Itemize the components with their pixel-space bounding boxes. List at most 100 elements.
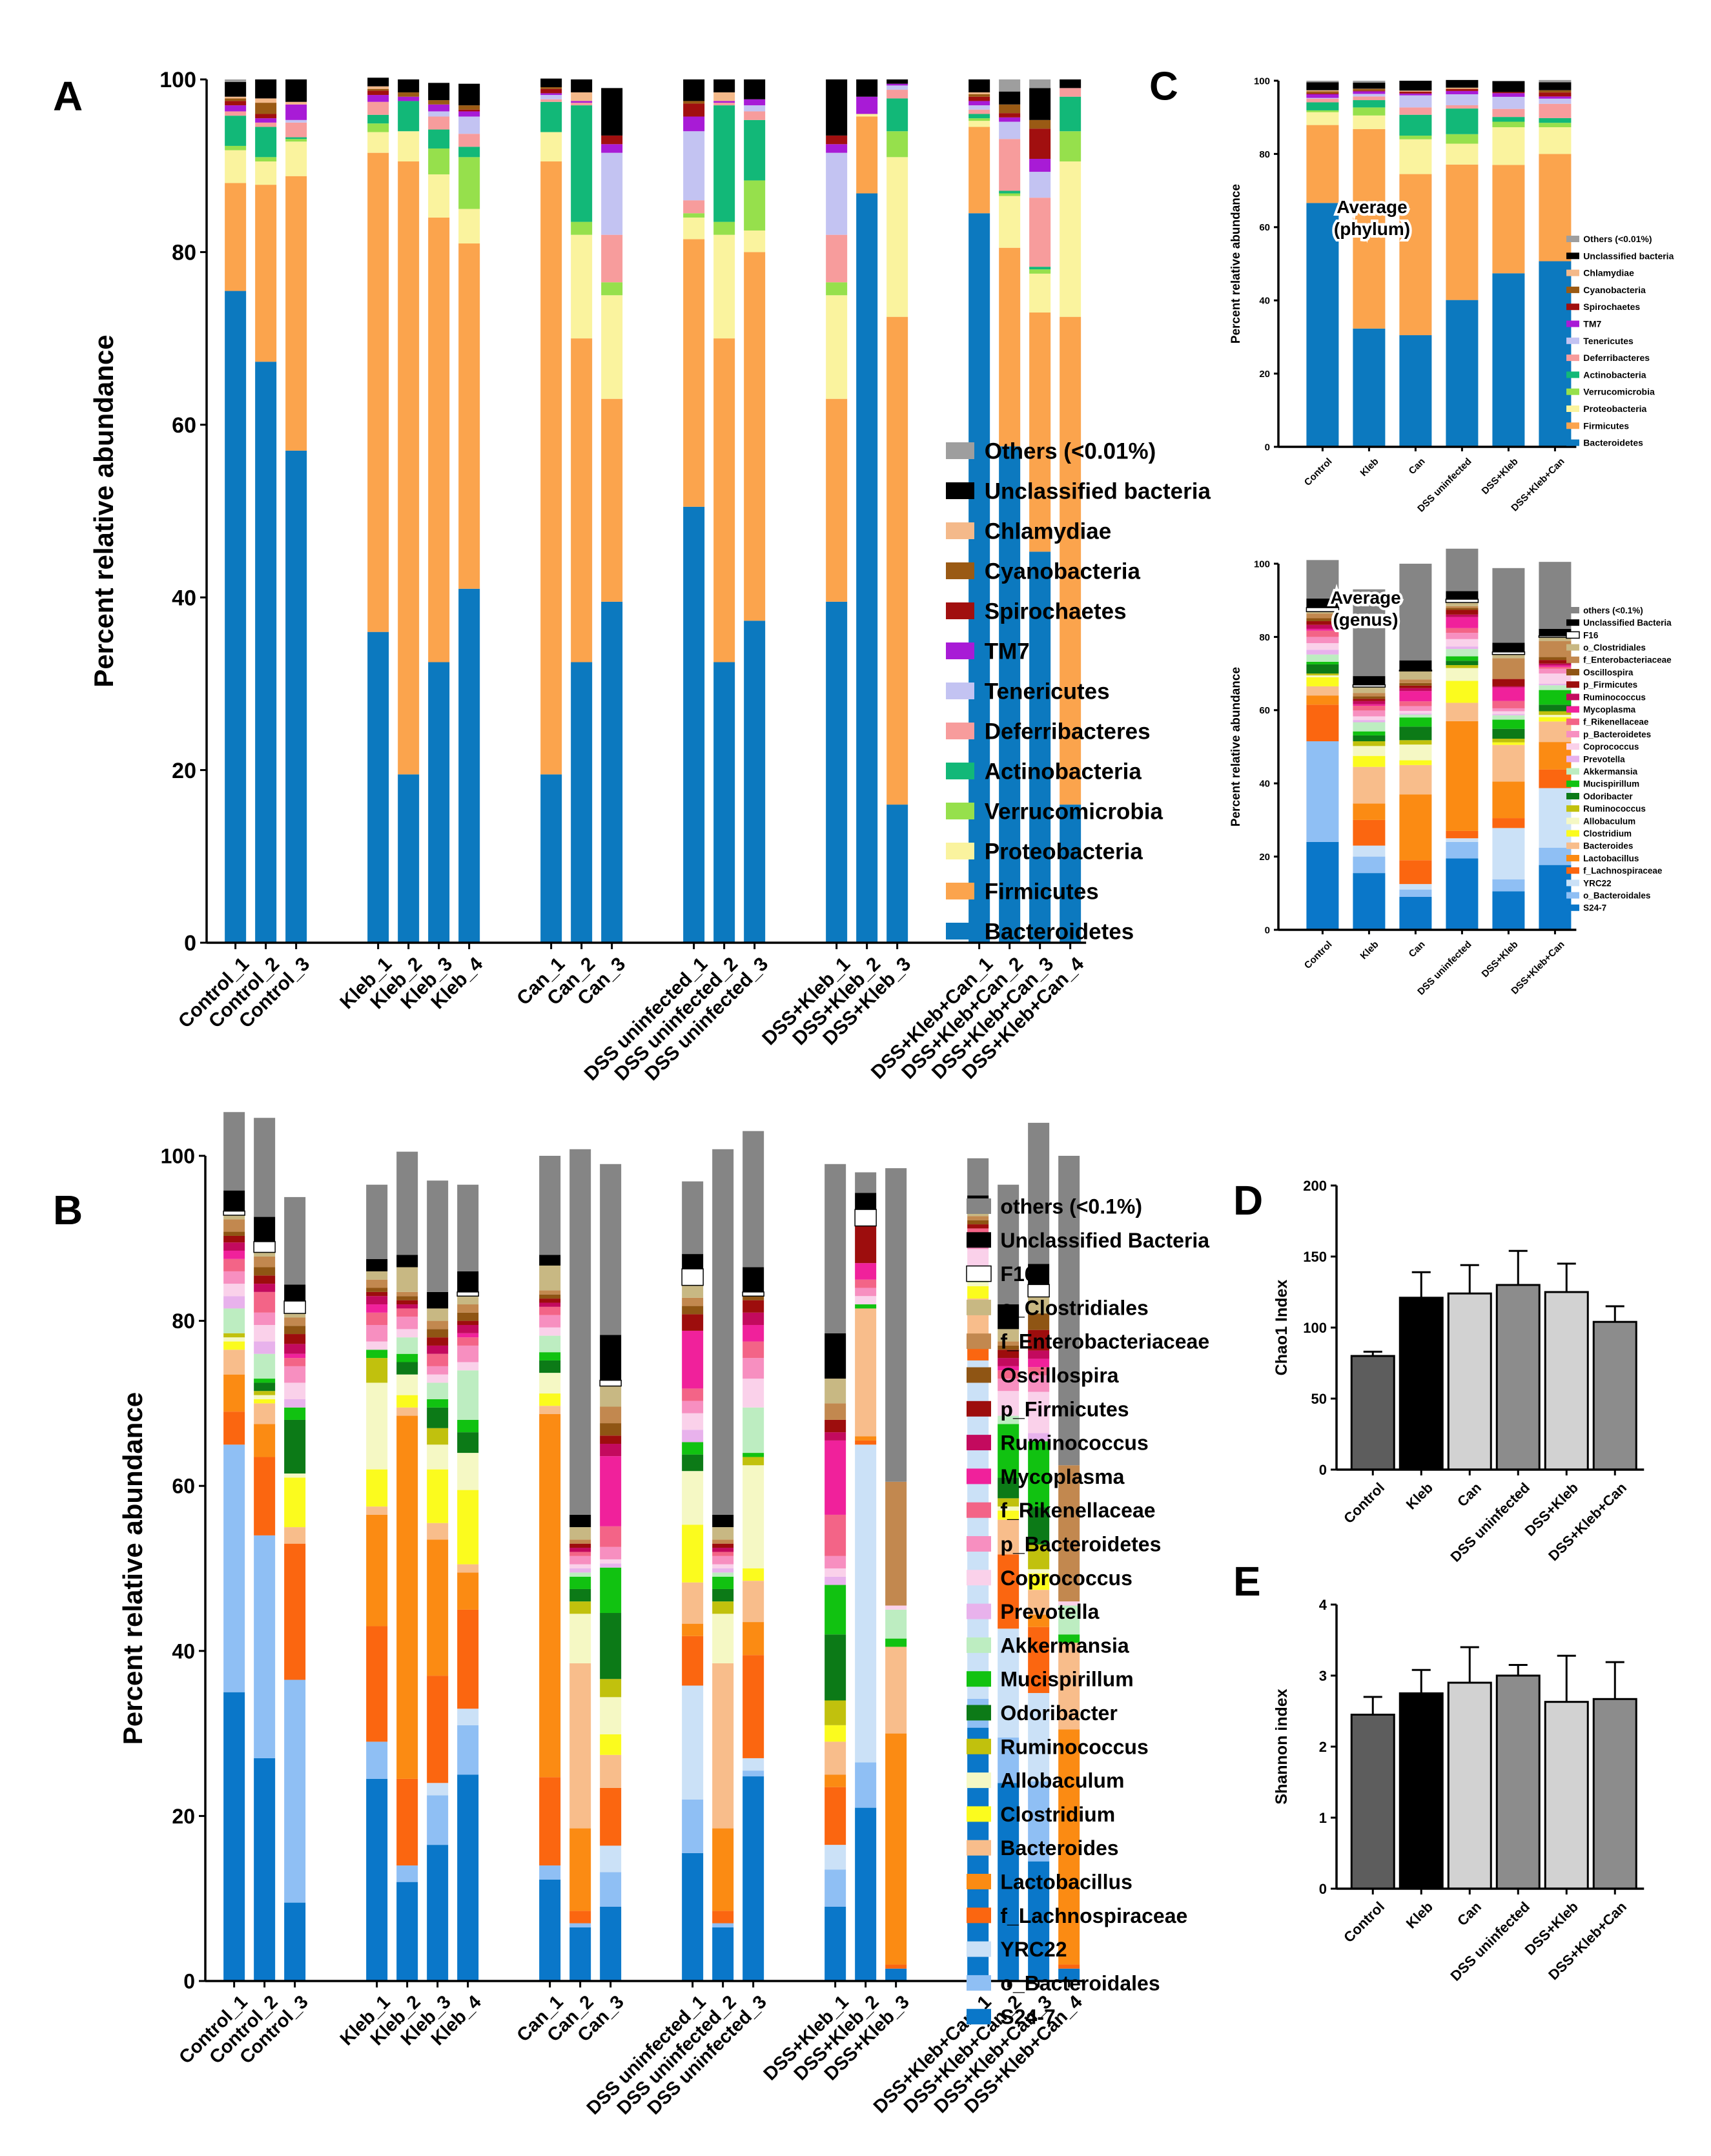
bar-segment-tenericutes: [1306, 98, 1339, 99]
legend-item-f16: F16: [966, 1262, 1036, 1286]
bar-segment-g-fentero: [998, 1341, 1019, 1346]
legend-swatch: [1566, 644, 1579, 651]
bar-rect: [1399, 1692, 1444, 1890]
bar-segment-g-akker: [1058, 1605, 1080, 1635]
bar-segment-g-friken: [743, 1341, 764, 1359]
bar-segment-g-oscill: [1306, 618, 1339, 622]
bar-segment-g-s247: [600, 1906, 622, 1981]
bar-segment-g-flachno: [682, 1636, 704, 1686]
bar-segment-deferribacteres: [458, 134, 480, 147]
bar-segment-tm7: [458, 111, 480, 117]
bar-segment-cyanobacteria: [398, 92, 420, 97]
bar-segment-deferribacteres: [540, 99, 562, 102]
bar-segment-g-akker: [254, 1353, 276, 1379]
bar-segment-proteobacteria: [744, 230, 766, 252]
bar-segment-g-prevo: [1446, 646, 1479, 650]
bar-segment-verrucomicrobia: [999, 193, 1021, 196]
bar-segment-g-unclass: [998, 1304, 1019, 1330]
bar-segment-g-odori: [1028, 1507, 1050, 1545]
bar-segment-g-bactds: [1353, 766, 1386, 804]
bar-dss-uninfected-3: [742, 1131, 764, 1981]
legend-item-prevotella: Prevotella: [1566, 754, 1625, 764]
legend-swatch: [1566, 892, 1579, 899]
bar-segment-g-pfirm: [223, 1235, 245, 1243]
bar-segment-g-lacto: [427, 1539, 449, 1676]
bar-segment-proteobacteria: [1029, 273, 1051, 313]
bar-segment-g-oscill: [998, 1345, 1019, 1350]
bar-segment-g-yrc22: [855, 1444, 877, 1763]
bar-segment-g-yrc22: [1028, 1692, 1050, 1781]
bar-segment-g-bactds: [1306, 686, 1339, 696]
bar-segment-g-rumino1: [1353, 701, 1386, 704]
bar-segment-g-obactdl: [284, 1679, 306, 1903]
bar-segment-g-pbact: [1028, 1375, 1050, 1392]
bar-segment-proteobacteria: [398, 131, 420, 162]
legend-label: Ruminococcus: [1583, 804, 1646, 814]
bar-segment-unclassified: [458, 83, 480, 106]
bar-segment-g-oscill: [223, 1231, 245, 1236]
legend-item-p-bacteroidetes: p_Bacteroidetes: [1566, 730, 1651, 739]
bar-kleb-2: [396, 1151, 418, 1981]
bar-segment-g-oclost: [427, 1308, 449, 1321]
bar-segment-g-others: [366, 1184, 388, 1259]
legend-swatch: [967, 1232, 991, 1248]
legend-label: others (<0.1%): [1583, 606, 1643, 615]
y-tick-label: 80: [172, 241, 196, 265]
legend-swatch: [946, 602, 974, 619]
bar-kleb: [1399, 1271, 1444, 1471]
legend-swatch: [1566, 320, 1579, 327]
bar-segment-g-rumino1: [366, 1296, 388, 1305]
bar-segment-g-allo: [1306, 675, 1339, 677]
bar-segment-g-clostr: [1028, 1573, 1050, 1590]
legend-item-o-clostridiales: o_Clostridiales: [967, 1296, 1149, 1319]
y-tick-label: 40: [172, 586, 196, 610]
bar-segment-tenericutes: [744, 105, 766, 112]
legend-label: Deferribacteres: [1583, 353, 1650, 363]
bar-segment-proteobacteria: [1492, 127, 1525, 165]
bar-segment-g-lacto: [254, 1424, 276, 1457]
legend-label: o_Clostridiales: [1000, 1296, 1148, 1319]
bar-segment-g-allo: [743, 1465, 764, 1568]
bar-can: [1399, 564, 1433, 930]
bar-segment-firmicutes: [458, 243, 480, 589]
bar-segment-g-clostr: [396, 1395, 418, 1408]
bar-segment-g-friken: [254, 1291, 276, 1313]
legend-item-f-lachnospiraceae: f_Lachnospiraceae: [967, 1904, 1187, 1927]
bar-segment-g-fentero: [223, 1219, 245, 1232]
bar-segment-g-pbact: [284, 1366, 306, 1383]
bar-segment-tenericutes: [458, 116, 480, 134]
bar-segment-g-mucis: [284, 1407, 306, 1420]
bar-segment-g-f16: [681, 1268, 704, 1286]
bar-segment-tenericutes: [601, 152, 623, 235]
bar-segment-g-others: [1446, 548, 1479, 591]
bar-segment-verrucomicrobia: [713, 221, 735, 235]
bar-kleb-3: [428, 83, 450, 943]
legend-item-bacteroides: Bacteroides: [967, 1836, 1119, 1860]
bar-segment-g-f16: [283, 1300, 306, 1314]
bar-segment-g-pbact: [569, 1555, 591, 1565]
bar-segment-g-oscill: [682, 1306, 704, 1315]
legend-swatch: [967, 1435, 991, 1451]
bar-segment-g-lacto: [539, 1414, 561, 1778]
bar-segment-g-mucis: [825, 1585, 846, 1635]
bar-segment-firmicutes: [999, 247, 1021, 447]
bar-segment-verrucomicrobia: [744, 180, 766, 231]
bar-segment-actinobacteria: [999, 190, 1021, 194]
legend-item-ruminococcus: Ruminococcus: [967, 1735, 1149, 1758]
bar-segment-g-myco: [682, 1330, 704, 1389]
bar-segment-g-mucis: [998, 1424, 1019, 1478]
bar-control-1: [225, 79, 247, 943]
bar-rect: [1495, 1674, 1541, 1890]
y-tick-label: 0: [1265, 925, 1270, 936]
bar-segment-g-allo: [1353, 746, 1386, 756]
y-tick-label: 40: [172, 1639, 195, 1663]
bar-segment-proteobacteria: [458, 209, 480, 244]
legend-swatch: [1566, 607, 1579, 613]
legend-label: Ruminococcus: [1583, 692, 1646, 702]
bar-segment-g-fentero: [885, 1481, 907, 1606]
bar-segment-g-lacto: [855, 1436, 877, 1441]
legend-swatch: [1566, 337, 1579, 344]
bar-segment-firmicutes: [1306, 125, 1339, 203]
bar-dss-kleb-can: [1538, 562, 1572, 930]
y-tick-label: 50: [1311, 1391, 1327, 1407]
